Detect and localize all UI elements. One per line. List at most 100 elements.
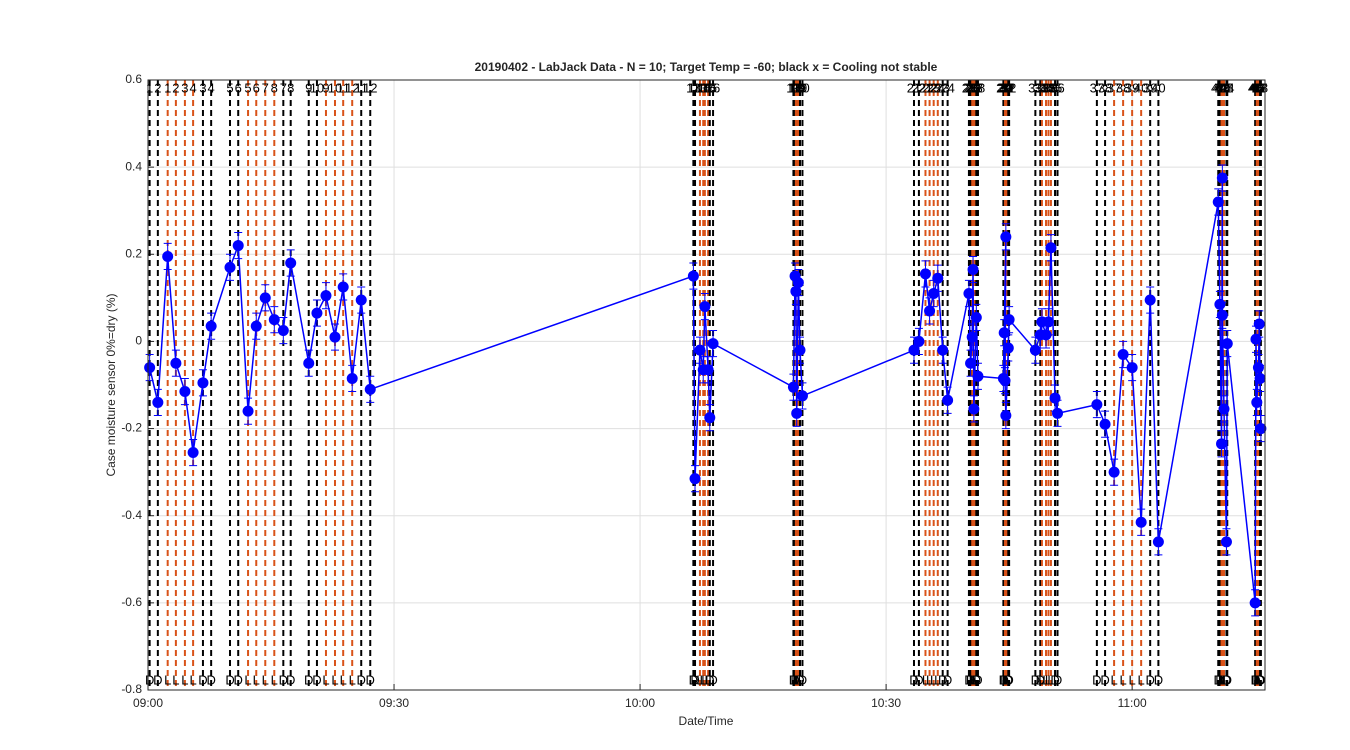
- event-bottom-label: D: [1145, 672, 1154, 687]
- event-top-label: 4: [189, 80, 196, 95]
- event-bottom-label: L: [922, 672, 929, 687]
- data-point: [1152, 536, 1164, 548]
- event-top-label: 30: [997, 80, 1011, 95]
- event-top-label: 10: [328, 80, 342, 95]
- event-bottom-label: D: [1100, 672, 1109, 687]
- data-point: [187, 447, 199, 459]
- x-tick-label: 10:30: [871, 696, 901, 710]
- y-tick-label: 0.6: [125, 72, 142, 86]
- data-point: [919, 268, 931, 280]
- event-top-label: 27: [967, 80, 981, 95]
- event-top-label: 29: [998, 80, 1012, 95]
- event-top-label: 42: [1215, 80, 1229, 95]
- event-top-label: 30: [999, 80, 1013, 95]
- data-point: [152, 396, 164, 408]
- data-point: [966, 331, 978, 343]
- event-bottom-label: L: [1003, 672, 1010, 687]
- data-point: [702, 364, 714, 376]
- data-point: [792, 277, 804, 289]
- event-bottom-label: D: [973, 672, 982, 687]
- event-bottom-label: L: [349, 672, 356, 687]
- event-bottom-label: D: [999, 672, 1008, 687]
- event-top-label: 35: [1041, 80, 1055, 95]
- y-tick-label: -0.4: [121, 508, 142, 522]
- event-bottom-label: D: [795, 672, 804, 687]
- event-top-label: 37: [1107, 80, 1121, 95]
- event-top-label: 35: [1048, 80, 1062, 95]
- event-bottom-label: L: [1042, 672, 1049, 687]
- event-top-label: 14: [688, 80, 702, 95]
- data-point: [932, 272, 944, 284]
- data-point: [268, 314, 280, 326]
- event-top-label: 32: [1002, 80, 1016, 95]
- event-bottom-label: D: [914, 672, 923, 687]
- event-top-label: 21: [907, 80, 921, 95]
- data-point: [968, 403, 980, 415]
- data-point: [1251, 396, 1263, 408]
- event-bottom-label: L: [253, 672, 260, 687]
- event-top-label: 34: [1039, 80, 1053, 95]
- event-top-label: 19: [790, 80, 804, 95]
- data-point: [311, 307, 323, 319]
- event-bottom-label: L: [1253, 672, 1260, 687]
- data-point: [1126, 362, 1138, 374]
- event-bottom-label: L: [1138, 672, 1145, 687]
- y-tick-label: -0.2: [121, 421, 142, 435]
- data-point: [1144, 294, 1156, 306]
- event-top-label: 3: [181, 80, 188, 95]
- data-point: [694, 344, 706, 356]
- data-point: [913, 335, 925, 347]
- event-bottom-label: D: [790, 672, 799, 687]
- event-bottom-label: L: [1219, 672, 1226, 687]
- event-bottom-label: L: [926, 672, 933, 687]
- data-point: [1216, 438, 1228, 450]
- event-bottom-label: L: [1220, 672, 1227, 687]
- event-top-label: 46: [1250, 80, 1264, 95]
- event-bottom-label: D: [366, 672, 375, 687]
- event-top-label: 12: [345, 80, 359, 95]
- event-top-label: 15: [698, 80, 712, 95]
- x-tick-label: 09:00: [133, 696, 163, 710]
- y-tick-label: 0.2: [125, 246, 142, 260]
- event-bottom-label: D: [708, 672, 717, 687]
- event-top-label: 29: [996, 80, 1010, 95]
- event-bottom-label: D: [909, 672, 918, 687]
- data-point: [942, 394, 954, 406]
- event-bottom-label: L: [794, 672, 801, 687]
- event-bottom-label: D: [798, 672, 807, 687]
- data-point: [205, 320, 217, 332]
- event-top-label: 5: [244, 80, 251, 95]
- event-top-label: 11: [354, 80, 368, 95]
- event-top-label: 1: [146, 80, 153, 95]
- data-point: [967, 264, 979, 276]
- event-bottom-label: D: [286, 672, 295, 687]
- data-point: [1252, 362, 1264, 374]
- data-line: [148, 178, 1262, 603]
- event-bottom-label: D: [1036, 672, 1045, 687]
- x-tick-label: 11:00: [1118, 696, 1147, 710]
- data-point: [998, 327, 1010, 339]
- event-bottom-label: D: [1223, 672, 1232, 687]
- event-bottom-label: L: [172, 672, 179, 687]
- event-bottom-label: D: [1000, 672, 1009, 687]
- event-bottom-label: L: [322, 672, 329, 687]
- event-bottom-label: L: [934, 672, 941, 687]
- data-point: [1220, 536, 1232, 548]
- event-bottom-label: L: [1220, 672, 1227, 687]
- event-top-label: 22: [922, 80, 936, 95]
- event-bottom-label: L: [930, 672, 937, 687]
- event-top-label: 46: [1249, 80, 1263, 95]
- event-top-label: 44: [1217, 80, 1231, 95]
- event-bottom-label: D: [225, 672, 234, 687]
- y-tick-label: -0.8: [121, 682, 142, 696]
- event-bottom-label: D: [279, 672, 288, 687]
- event-top-label: 36: [1050, 80, 1064, 95]
- data-point: [337, 281, 349, 293]
- event-top-label: 31: [999, 80, 1013, 95]
- data-point: [972, 370, 984, 382]
- data-point: [1135, 516, 1147, 528]
- event-bottom-label: L: [340, 672, 347, 687]
- event-top-label: 6: [235, 80, 242, 95]
